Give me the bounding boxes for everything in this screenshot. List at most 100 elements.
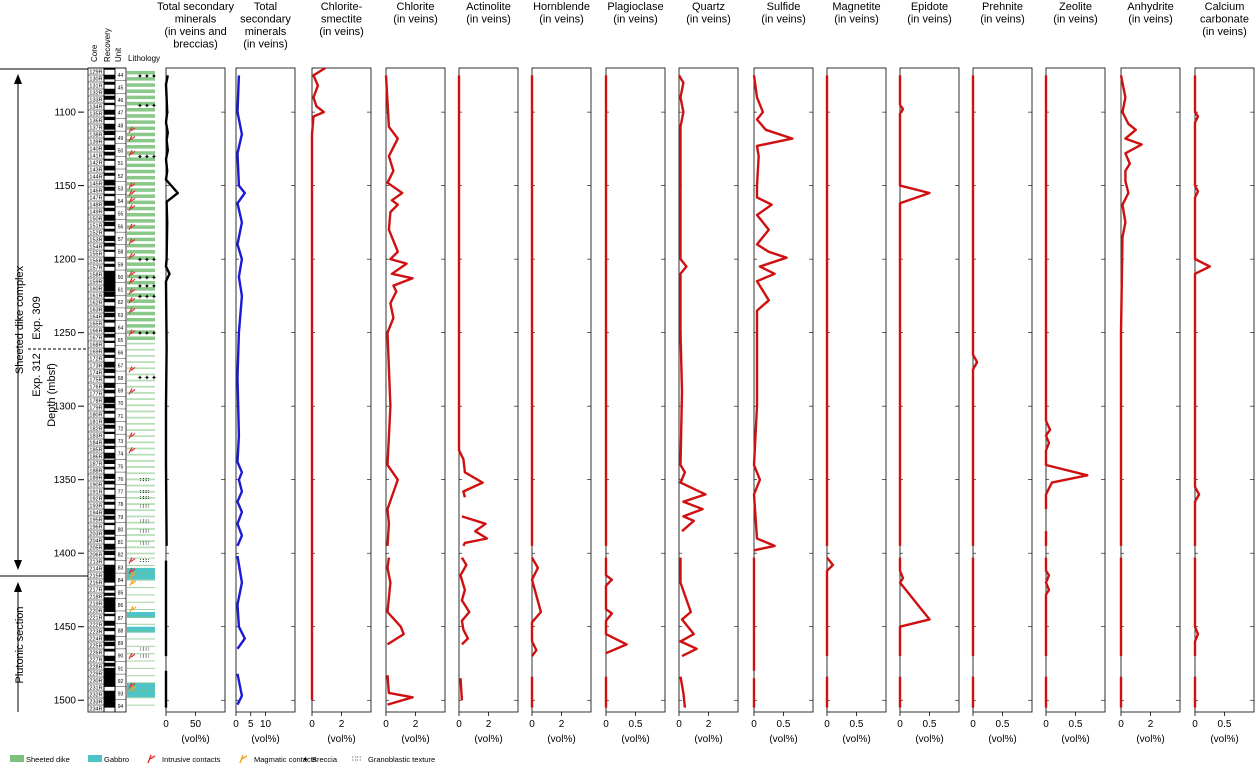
intrusive-contact-icon (128, 277, 136, 285)
recovery-block (104, 558, 115, 561)
x-tick-label: 2 (486, 719, 492, 730)
panel-13: Anhydrite(in veins) 0 2 (vol%) (1118, 1, 1181, 745)
sheeted-dike-band (127, 287, 155, 291)
x-tick-label: 2 (559, 719, 565, 730)
panel-title-line: (in veins) (319, 26, 364, 38)
unit-label: 53 (118, 186, 124, 192)
sheeted-dike-band (127, 441, 155, 444)
x-tick-label: 0.5 (923, 719, 937, 730)
intrusive-contact-icon (128, 329, 136, 336)
sheeted-dike-band (127, 653, 155, 655)
sheeted-dike-band (127, 219, 155, 223)
sheeted-dike-band (127, 151, 155, 155)
recovery-block (104, 243, 115, 247)
sheeted-dike-band (127, 497, 155, 499)
legend-label-breccia: Breccia (312, 755, 338, 764)
depth-tick-label: 1500 (54, 696, 77, 707)
recovery-block (104, 341, 115, 343)
recovery-block (104, 257, 115, 262)
sheeted-dike-band (127, 293, 155, 297)
x-tick-label: 0.5 (777, 719, 791, 730)
breccia-icon: ✦ (137, 293, 143, 301)
core-label: 153R (89, 238, 102, 244)
intrusive-contact-icon (128, 366, 136, 373)
recovery-block (104, 565, 115, 571)
series-line (898, 75, 931, 546)
unit-label: 80 (118, 527, 124, 533)
core-label: 218R (89, 595, 102, 601)
x-tick-label: 0 (824, 719, 830, 730)
core-label: 161R (89, 294, 102, 300)
breccia-icon: ✦ (144, 374, 150, 382)
intrusive-contact-icon (128, 432, 136, 439)
unit-label: 47 (118, 111, 124, 117)
sheeted-dike-band (127, 274, 155, 279)
recovery-block (104, 159, 115, 161)
core-label: 159R (89, 280, 102, 286)
recovery-block (104, 201, 115, 206)
x-tick-label: 0.5 (629, 719, 643, 730)
core-label: 225R (89, 644, 102, 650)
exp-309-label: Exp. 309 (31, 296, 43, 339)
core-label: 188R (89, 469, 102, 475)
sheeted-dike-band (127, 704, 155, 706)
core-label: 222R (89, 623, 102, 629)
unit-label: 84 (118, 578, 124, 584)
recovery-block (104, 425, 115, 429)
core-label: 213R (89, 560, 102, 566)
breccia-icon: ✦ (151, 293, 157, 301)
panel-frame (1194, 67, 1255, 713)
panel-frame (826, 67, 887, 713)
x-axis-label: (vol%) (251, 734, 279, 745)
recovery-block (104, 215, 115, 221)
breccia-icon: ✦ (144, 153, 150, 161)
core-label: 169R (89, 350, 102, 356)
series-line (1119, 75, 1143, 546)
x-tick-label: 50 (190, 719, 202, 730)
panel-title-line: (in veins) (686, 14, 731, 26)
breccia-icon: ✦ (144, 283, 150, 291)
sheeted-dike-band (127, 89, 155, 93)
sheeted-dike-complex-label: Sheeted dike complex (14, 265, 26, 374)
series-line (459, 678, 464, 701)
sheeted-dike-band (127, 404, 155, 407)
x-tick-label: 2 (1148, 719, 1154, 730)
sheeted-dike-band (127, 83, 155, 87)
recovery-block (104, 75, 115, 80)
core-label: 146R (89, 189, 102, 195)
core-label: 149R (89, 210, 102, 216)
unit-label: 94 (118, 704, 124, 710)
sheeted-dike-band (127, 682, 155, 684)
breccia-icon: ✦ (151, 283, 157, 291)
sheeted-dike-band (127, 429, 155, 431)
x-tick-label: 0 (309, 719, 315, 730)
panel-6: Plagioclase(in veins) 0 0.5 (vol%) (603, 1, 666, 745)
core-label: 226R (89, 651, 102, 657)
unit-label: 83 (118, 565, 124, 571)
recovery-block (104, 418, 115, 424)
panel-title-line: Chlorite (397, 1, 435, 13)
magmatic-contact-icon (129, 605, 137, 613)
recovery-block (104, 663, 115, 667)
series-line (530, 557, 543, 657)
unit-label: 48 (118, 123, 124, 129)
panel-title-line: (in veins) (761, 14, 806, 26)
recovery-block (104, 516, 115, 520)
x-tick-label: 0.5 (1069, 719, 1083, 730)
panel-frame (972, 67, 1033, 713)
recovery-block (104, 495, 115, 500)
recovery-block (104, 530, 115, 535)
panel-title-line: Total secondary (157, 1, 235, 13)
sheeted-dike-band (127, 410, 155, 413)
series-line (677, 74, 707, 533)
sheeted-dike-band (127, 361, 155, 363)
unit-label: 50 (118, 149, 124, 155)
panel-frame (1045, 67, 1106, 713)
recovery-block (104, 117, 115, 121)
sheeted-dike-band (127, 601, 155, 603)
sheeted-dike-band (127, 521, 155, 524)
recovery-block (104, 229, 115, 232)
series-line (461, 515, 489, 547)
recovery-block (104, 404, 115, 409)
